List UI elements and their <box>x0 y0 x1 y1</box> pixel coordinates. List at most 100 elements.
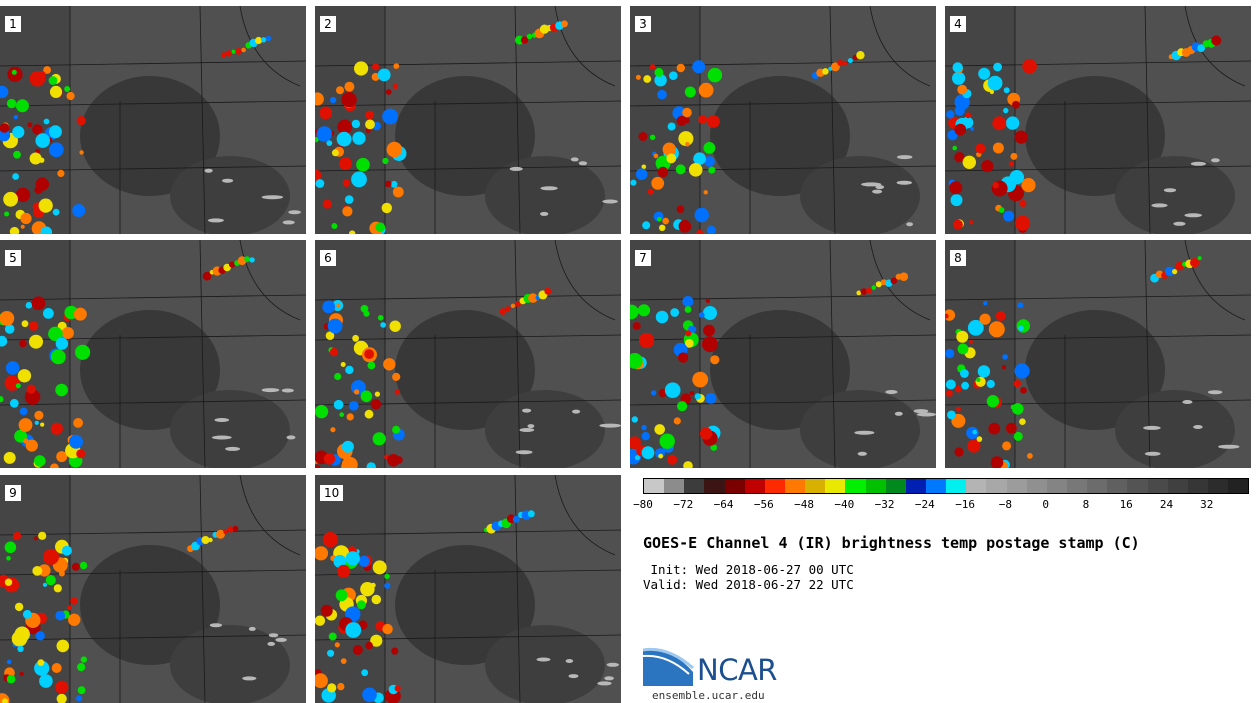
storm-cell <box>654 74 667 87</box>
storm-cell <box>225 50 232 57</box>
storm-cell <box>34 420 39 425</box>
state-boundary <box>239 240 301 321</box>
terrain-band <box>630 240 700 468</box>
stamp-panel-10[interactable]: 10 <box>315 475 621 703</box>
storm-cell <box>20 224 25 229</box>
storm-cell <box>326 140 333 147</box>
storm-cell <box>684 117 690 124</box>
storm-cell <box>315 137 319 143</box>
storm-cell <box>24 389 41 405</box>
state-boundary <box>315 569 621 576</box>
dry-region <box>800 390 920 468</box>
storm-cell <box>20 212 32 225</box>
storm-cell <box>847 58 853 64</box>
cloud-wisp <box>282 220 295 225</box>
cloud-wisp <box>885 390 898 394</box>
storm-cell <box>647 188 654 195</box>
colorbar-tick-label: −56 <box>753 498 774 511</box>
storm-cell <box>221 52 227 58</box>
storm-cell <box>13 150 21 159</box>
colorbar-segment <box>865 479 886 493</box>
storm-cell <box>29 70 46 87</box>
storm-cell <box>77 663 86 672</box>
storm-cell <box>12 531 22 541</box>
cloud-wisp <box>286 435 296 440</box>
storm-cell <box>319 106 333 120</box>
storm-cell <box>392 425 401 434</box>
storm-cell <box>684 306 692 313</box>
storm-cell <box>544 287 552 295</box>
storm-cell <box>329 347 339 357</box>
storm-cell <box>73 307 87 321</box>
panel-number: 4 <box>950 16 966 32</box>
storm-cell <box>649 134 656 140</box>
storm-cell <box>635 74 641 80</box>
storm-cell <box>632 322 641 330</box>
storm-cell <box>949 181 963 195</box>
ncar-logo-icon <box>643 647 694 686</box>
state-boundary <box>0 634 306 641</box>
storm-cell <box>641 424 647 431</box>
ir-satellite-map <box>315 6 621 234</box>
storm-cell <box>993 62 1002 72</box>
state-boundary <box>514 6 521 234</box>
state-boundary <box>630 294 936 301</box>
colorbar-segment <box>784 479 806 493</box>
storm-cell <box>678 131 694 147</box>
colorbar-segment <box>885 479 906 493</box>
storm-cell <box>988 422 1001 435</box>
storm-cell <box>1019 418 1026 425</box>
storm-cell <box>704 156 715 167</box>
storm-cell <box>45 575 56 586</box>
stamp-panel-4[interactable]: 4 <box>945 6 1251 234</box>
state-boundary <box>829 6 836 234</box>
cloud-wisp <box>1184 213 1202 218</box>
storm-cell <box>659 224 666 231</box>
storm-cell <box>657 166 669 178</box>
storm-cell <box>683 461 693 468</box>
panel-number: 7 <box>635 250 651 266</box>
stamp-panel-2[interactable]: 2 <box>315 6 621 234</box>
storm-cell <box>346 413 354 421</box>
storm-cell <box>341 456 358 468</box>
storm-cell <box>637 304 651 317</box>
colorbar-segment <box>1107 479 1128 493</box>
storm-cell <box>987 75 1003 91</box>
storm-cell <box>954 105 965 116</box>
storm-cell <box>677 352 689 363</box>
cloud-wisp <box>268 633 279 638</box>
storm-cell <box>322 300 336 314</box>
storm-cell <box>899 272 909 281</box>
stamp-panel-1[interactable]: 1 <box>0 6 306 234</box>
stamp-panel-3[interactable]: 3 <box>630 6 936 234</box>
ir-satellite-map <box>0 6 306 234</box>
storm-cell <box>664 382 681 398</box>
storm-cell <box>630 436 641 449</box>
storm-cell <box>1008 161 1015 167</box>
storm-cell <box>79 561 88 570</box>
storm-cell <box>1009 170 1024 185</box>
stamp-panel-6[interactable]: 6 <box>315 240 621 468</box>
storm-cell <box>48 125 62 139</box>
storm-cell <box>364 409 374 419</box>
storm-cell <box>962 155 976 169</box>
cloud-wisp <box>519 428 535 432</box>
storm-cell <box>954 385 962 393</box>
storm-cell <box>952 219 963 230</box>
storm-cell <box>68 613 81 626</box>
state-boundary <box>315 399 621 406</box>
dry-region <box>1025 310 1165 430</box>
terrain-band <box>945 240 1015 468</box>
stamp-panel-5[interactable]: 5 <box>0 240 306 468</box>
storm-cell <box>1016 319 1030 333</box>
storm-cell <box>43 118 50 125</box>
storm-cell <box>639 332 655 349</box>
stamp-panel-7[interactable]: 7 <box>630 240 936 468</box>
panel-number: 3 <box>635 16 651 32</box>
storm-cell <box>327 649 335 657</box>
storm-cell <box>990 456 1004 468</box>
stamp-panel-9[interactable]: 9 <box>0 475 306 703</box>
ir-satellite-map <box>630 6 936 234</box>
storm-cell <box>698 312 705 318</box>
stamp-panel-8[interactable]: 8 <box>945 240 1251 468</box>
